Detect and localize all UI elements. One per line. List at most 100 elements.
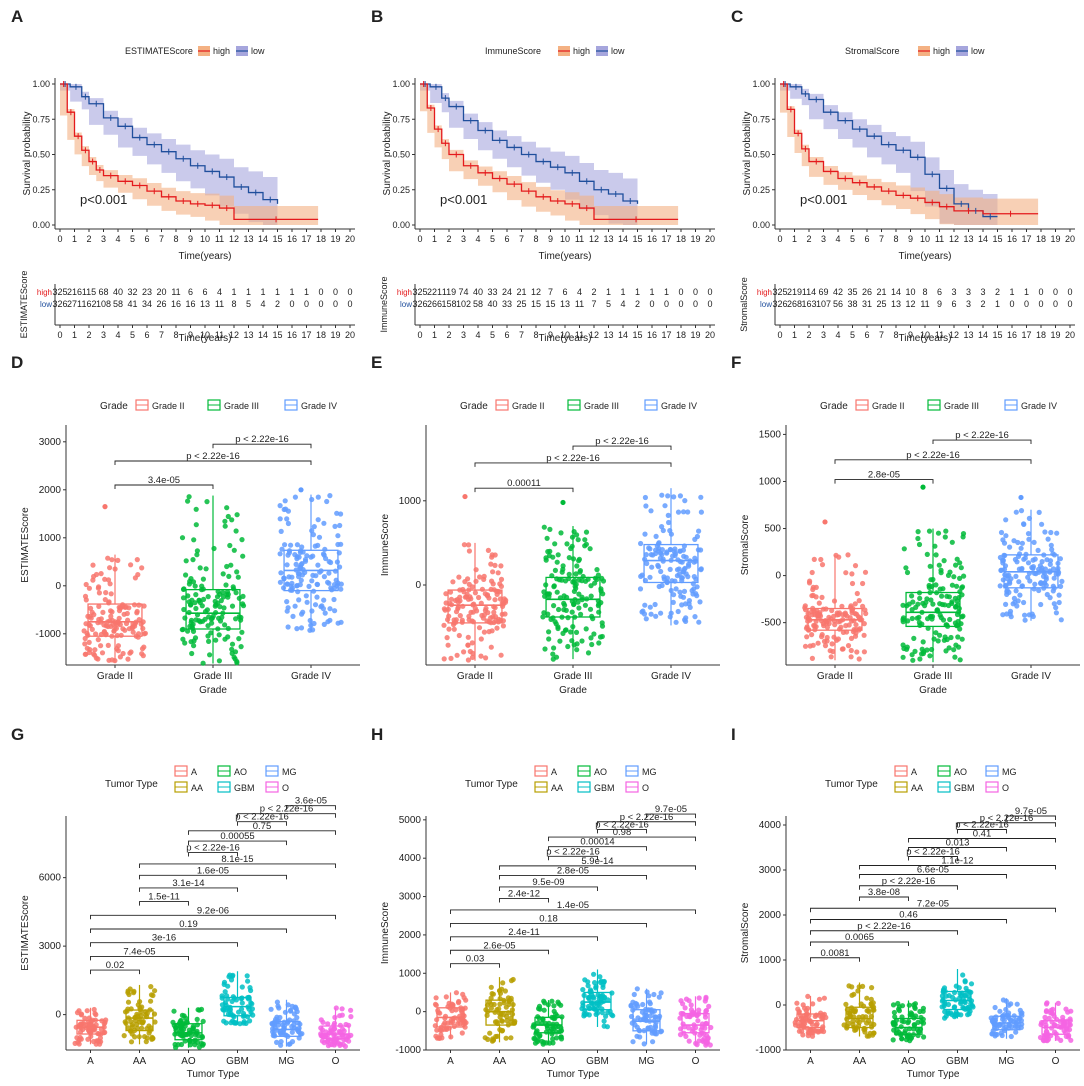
- data-point: [1000, 612, 1006, 618]
- risk-high-count: 69: [818, 287, 828, 297]
- risk-high-row-label: high: [37, 288, 52, 297]
- data-point: [556, 577, 563, 583]
- data-point: [498, 563, 504, 569]
- data-point: [947, 569, 953, 575]
- bracket-line: [1006, 815, 1056, 820]
- data-point: [810, 592, 816, 599]
- x-tick-label: 9: [548, 234, 553, 244]
- data-point: [562, 578, 569, 584]
- data-point: [680, 1001, 686, 1007]
- data-point: [596, 640, 602, 646]
- km-legend-title: ESTIMATEScore: [125, 46, 193, 56]
- data-point: [298, 562, 304, 568]
- y-tick-label: 1000: [759, 476, 782, 487]
- risk-high-count: 4: [577, 287, 582, 297]
- data-point: [236, 636, 242, 642]
- comparison-bracket: 1.1e-12: [859, 856, 1056, 870]
- data-point: [997, 583, 1003, 589]
- data-point: [1058, 617, 1064, 623]
- data-point: [599, 1010, 606, 1016]
- data-point: [802, 607, 809, 613]
- x-tick-label: MG: [638, 1056, 654, 1067]
- data-point: [680, 547, 687, 553]
- data-point: [588, 593, 594, 599]
- data-point: [501, 1000, 507, 1006]
- risk-low-count: 2: [275, 299, 280, 309]
- data-point: [1051, 601, 1057, 607]
- x-tick-label: GBM: [226, 1056, 249, 1067]
- data-point: [867, 1030, 873, 1036]
- data-point: [1019, 565, 1025, 572]
- data-point: [697, 599, 703, 605]
- data-point: [1047, 558, 1054, 564]
- data-point: [126, 605, 132, 611]
- risk-low-count: 40: [487, 299, 497, 309]
- comparison-bracket: 0.03: [450, 954, 500, 968]
- comparison-bracket: 0.41: [908, 829, 1056, 843]
- comparison-label: 0.41: [973, 829, 992, 840]
- comparison-label: 0.19: [179, 919, 198, 930]
- x-tick-label: 12: [589, 234, 599, 244]
- bracket-line: [957, 822, 1056, 827]
- data-point: [233, 528, 239, 534]
- data-point: [224, 505, 230, 511]
- data-point: [284, 599, 290, 605]
- data-point: [845, 552, 851, 558]
- data-point: [1007, 544, 1013, 550]
- legend-low-label: low: [251, 46, 265, 56]
- data-point: [943, 528, 949, 534]
- data-point: [534, 1039, 541, 1045]
- data-point: [481, 629, 487, 635]
- legend-group-label: GBM: [954, 783, 975, 793]
- risk-x-tick-label: 13: [603, 330, 613, 340]
- data-point: [285, 624, 291, 630]
- data-point: [98, 571, 104, 577]
- data-point: [1000, 537, 1006, 543]
- box: [632, 1009, 661, 1032]
- data-point: [128, 1039, 135, 1045]
- comparison-label: 0.98: [613, 827, 632, 838]
- data-point: [489, 554, 495, 560]
- data-point: [433, 995, 439, 1001]
- y-tick-label: 0.50: [752, 150, 770, 160]
- data-point: [1011, 595, 1018, 602]
- data-point: [968, 981, 975, 987]
- x-tick-label: A: [447, 1056, 454, 1067]
- data-point: [321, 597, 327, 603]
- data-point: [579, 638, 585, 644]
- data-point: [849, 571, 855, 577]
- data-point: [1003, 1006, 1009, 1013]
- data-point: [98, 643, 104, 649]
- data-point: [933, 630, 939, 636]
- data-point: [315, 542, 321, 549]
- risk-high-count: 219: [787, 287, 802, 297]
- x-tick-label: 7: [519, 234, 524, 244]
- x-tick-label: Grade IV: [291, 671, 331, 682]
- data-point: [631, 991, 637, 998]
- risk-high-count: 3: [980, 287, 985, 297]
- data-point: [141, 603, 147, 609]
- risk-x-tick-label: 0: [57, 330, 62, 340]
- risk-x-tick-label: 17: [661, 330, 671, 340]
- data-point: [473, 567, 479, 573]
- comparison-label: 7.4e-05: [123, 946, 155, 957]
- data-point: [655, 562, 661, 569]
- x-tick-label: 6: [504, 234, 509, 244]
- legend-group-label: Grade III: [944, 401, 979, 411]
- data-point: [933, 552, 939, 558]
- risk-y-axis-title: ImmuneScore: [379, 276, 389, 332]
- data-point: [140, 1019, 146, 1026]
- data-point: [112, 625, 118, 631]
- data-point: [948, 1010, 954, 1016]
- data-point: [582, 537, 588, 543]
- data-point: [903, 565, 909, 571]
- risk-x-tick-label: 9: [188, 330, 193, 340]
- comparison-bracket: 1.6e-05: [139, 865, 287, 880]
- data-point: [643, 616, 649, 622]
- x-tick-label: 20: [345, 234, 355, 244]
- data-point: [319, 1038, 325, 1044]
- data-point: [102, 597, 108, 603]
- risk-high-count: 11: [171, 287, 180, 297]
